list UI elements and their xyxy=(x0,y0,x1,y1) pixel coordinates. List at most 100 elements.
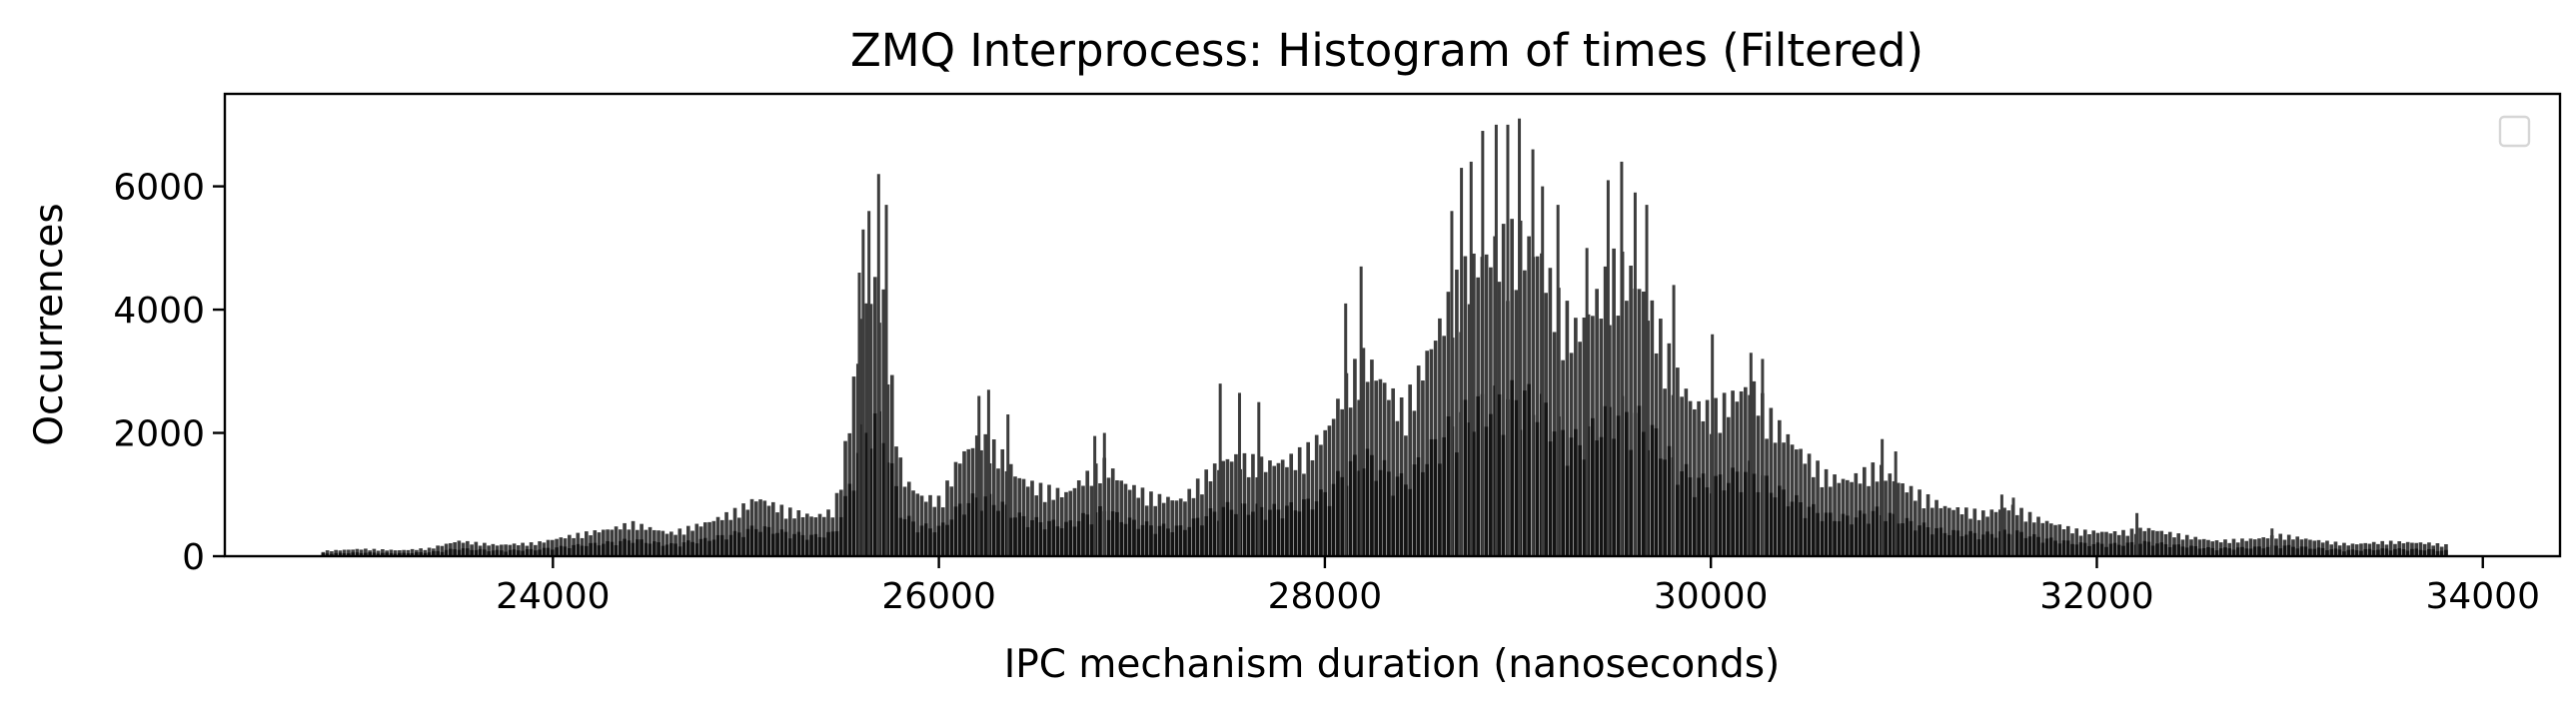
histogram-bar xyxy=(711,520,716,556)
histogram-bar xyxy=(2210,547,2215,556)
histogram-bar xyxy=(1803,517,1808,556)
histogram-bar xyxy=(1761,358,1765,556)
histogram-bar xyxy=(2342,551,2346,556)
histogram-bar xyxy=(991,504,996,556)
histogram-bar xyxy=(1055,526,1060,556)
histogram-bar xyxy=(758,531,762,556)
histogram-bar xyxy=(1302,499,1306,556)
histogram-bar xyxy=(1637,405,1642,556)
histogram-bar xyxy=(1535,421,1540,556)
histogram-bar xyxy=(719,534,724,556)
histogram-bar xyxy=(1310,459,1315,556)
histogram-bar xyxy=(1642,431,1646,556)
histogram-bar xyxy=(355,552,360,556)
histogram-bar xyxy=(864,303,869,556)
histogram-bar xyxy=(1697,477,1701,556)
histogram-bar xyxy=(1149,491,1153,556)
histogram-bar xyxy=(1421,471,1425,556)
histogram-bar xyxy=(1650,424,1655,556)
histogram-bar xyxy=(1786,433,1791,556)
histogram-bar xyxy=(334,549,338,556)
histogram-bar xyxy=(2121,529,2125,556)
histogram-bar xyxy=(1225,501,1230,556)
histogram-bar xyxy=(580,545,585,556)
histogram-bar xyxy=(1535,256,1540,556)
histogram-bar xyxy=(2227,548,2232,556)
histogram-bar xyxy=(1157,493,1162,556)
histogram-bar xyxy=(864,432,869,556)
histogram-bar xyxy=(1242,503,1247,556)
histogram-bar xyxy=(2240,546,2244,556)
histogram-bar xyxy=(474,549,479,556)
histogram-bar xyxy=(2261,537,2266,556)
histogram-bar xyxy=(991,439,996,556)
histogram-bar xyxy=(1606,180,1610,556)
histogram-bar xyxy=(406,553,411,556)
histogram-bar xyxy=(2057,524,2062,556)
histogram-bar xyxy=(338,552,343,556)
histogram-bar xyxy=(2023,537,2028,556)
histogram-bar xyxy=(1705,487,1710,556)
histogram-bar xyxy=(1934,499,1938,556)
histogram-bar xyxy=(1807,453,1812,556)
histogram-bar xyxy=(2308,539,2312,556)
histogram-bar xyxy=(1472,431,1476,556)
histogram-bar xyxy=(1946,534,1951,556)
histogram-bar xyxy=(796,531,801,556)
histogram-bar xyxy=(2002,529,2006,556)
histogram-bar xyxy=(2074,528,2079,556)
histogram-bar xyxy=(347,549,351,556)
histogram-bar xyxy=(1382,459,1387,556)
histogram-bar xyxy=(1438,463,1442,556)
histogram-bar xyxy=(1187,526,1192,556)
histogram-bar xyxy=(1993,511,1998,556)
histogram-bar xyxy=(881,289,886,556)
histogram-bar xyxy=(1212,463,1217,556)
histogram-bar xyxy=(1089,485,1094,556)
histogram-bar xyxy=(1523,390,1527,556)
histogram-bar xyxy=(1871,462,1876,556)
histogram-bar xyxy=(1000,501,1005,556)
histogram-bar xyxy=(2135,512,2139,556)
histogram-bar xyxy=(487,545,491,556)
histogram-bar xyxy=(614,545,619,556)
histogram-bar xyxy=(1561,429,1565,556)
histogram-bar xyxy=(1412,464,1417,556)
histogram-bar xyxy=(681,542,686,556)
histogram-bar xyxy=(2431,549,2436,556)
histogram-bar xyxy=(2129,541,2134,556)
histogram-bar xyxy=(1934,527,1938,556)
histogram-bar xyxy=(685,540,690,556)
histogram-bar xyxy=(1816,512,1820,556)
histogram-bar xyxy=(2270,528,2274,556)
histogram-bar xyxy=(500,550,504,556)
histogram-bar xyxy=(2150,530,2155,556)
histogram-bar xyxy=(1985,531,1989,556)
histogram-bar xyxy=(1268,460,1272,556)
histogram-bar xyxy=(1153,533,1158,556)
histogram-bars xyxy=(321,118,2448,557)
histogram-bar xyxy=(1731,467,1735,556)
histogram-bar xyxy=(1093,435,1097,556)
histogram-bar xyxy=(2150,545,2155,556)
histogram-bar xyxy=(838,516,843,556)
histogram-bar xyxy=(359,552,364,556)
histogram-bar xyxy=(898,517,903,556)
histogram-bar xyxy=(1942,532,1947,556)
histogram-bar xyxy=(1127,517,1132,556)
histogram-bar xyxy=(1251,511,1255,556)
histogram-bar xyxy=(656,542,660,556)
histogram-bar xyxy=(936,525,941,556)
histogram-bar xyxy=(872,412,877,556)
histogram-bar xyxy=(644,542,648,556)
histogram-bar xyxy=(1195,478,1200,556)
histogram-bar xyxy=(813,533,818,556)
histogram-bar xyxy=(821,537,826,556)
histogram-bar xyxy=(1739,491,1744,556)
histogram-bar xyxy=(2303,546,2308,556)
histogram-bar xyxy=(381,552,385,556)
histogram-bar xyxy=(2184,547,2189,556)
histogram-bar xyxy=(707,521,711,556)
histogram-bar xyxy=(1773,497,1778,556)
